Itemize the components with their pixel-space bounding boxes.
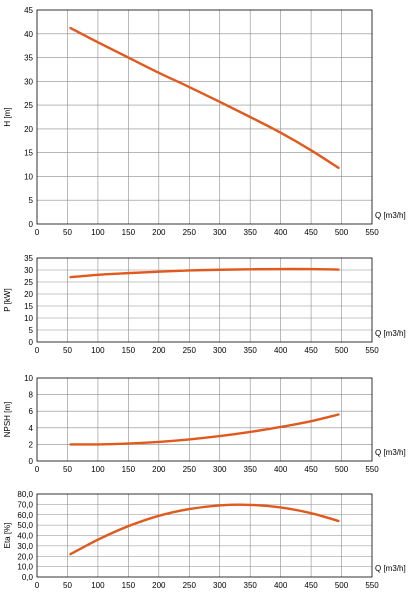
panel-1-y-tick-label: 45: [24, 6, 33, 15]
panel-2-x-tick-label: 300: [213, 346, 227, 355]
panel-3-series-line: [69, 413, 340, 446]
panel-4-y-tick-label: 80,0: [17, 490, 33, 499]
panel-3-y-tick-label: 2: [29, 440, 34, 449]
panel-1-x-tick-label: 0: [35, 228, 40, 237]
panel-3-x-axis-title: Q [m3/h]: [375, 448, 406, 457]
panel-2-y-tick-label: 5: [29, 326, 34, 335]
panel-4-x-tick-label: 550: [365, 581, 379, 590]
panel-4-frame: [36, 493, 373, 578]
panel-1-y-tick-label: 5: [29, 196, 34, 205]
panel-2-x-tick-label: 550: [365, 346, 379, 355]
panel-2-x-tick-label: 150: [122, 346, 136, 355]
panel-1-y-axis-title: H [m]: [3, 107, 12, 126]
panel-4-series-line: [69, 503, 340, 556]
panel-2-y-tick-label: 25: [24, 278, 33, 287]
panel-4-y-tick-label: 10,0: [17, 563, 33, 572]
panel-3-x-tick-label: 250: [183, 465, 197, 474]
panel-4-x-tick-label: 400: [274, 581, 288, 590]
panel-3-x-tick-label: 150: [122, 465, 136, 474]
panel-1-x-tick-label: 550: [365, 228, 379, 237]
panel-1-y-tick-label: 40: [24, 30, 33, 39]
panel-3-y-tick-label: 10: [24, 374, 33, 383]
panel-1-x-tick-label: 400: [274, 228, 288, 237]
panel-4-x-tick-label: 0: [35, 581, 40, 590]
panel-1-y-tick-label: 35: [24, 54, 33, 63]
panel-4-x-tick-label: 150: [122, 581, 136, 590]
panel-1-y-tick-label: 20: [24, 125, 33, 134]
panel-1-y-tick-label: 0: [29, 220, 34, 229]
panel-2-y-tick-label: 15: [24, 302, 33, 311]
panel-3-frame: [36, 377, 373, 462]
panel-4-x-axis-title: Q [m3/h]: [375, 564, 406, 573]
panel-3-x-tick-label: 400: [274, 465, 288, 474]
panel-4-x-tick-label: 100: [91, 581, 105, 590]
panel-1-x-tick-label: 50: [63, 228, 72, 237]
panel-4-y-tick-label: 70,0: [17, 500, 33, 509]
panel-3-x-tick-label: 50: [63, 465, 72, 474]
panel-1-x-tick-label: 350: [244, 228, 258, 237]
panel-3-x-tick-label: 450: [304, 465, 318, 474]
panel-4-x-tick-label: 250: [183, 581, 197, 590]
panel-1-x-tick-label: 250: [183, 228, 197, 237]
panel-3-x-tick-label: 500: [335, 465, 349, 474]
panel-4-x-tick-label: 350: [244, 581, 258, 590]
panel-2-y-tick-label: 10: [24, 314, 33, 323]
panel-1-series-line: [69, 26, 340, 170]
panel-4-x-tick-label: 200: [152, 581, 166, 590]
panel-2-x-axis-title: Q [m3/h]: [375, 329, 406, 338]
panel-2-x-tick-label: 500: [335, 346, 349, 355]
panel-1-x-tick-label: 450: [304, 228, 318, 237]
panel-4-y-axis-title: Eta [%]: [3, 523, 12, 549]
panel-3-y-tick-label: 0: [29, 457, 34, 466]
panel-4-y-tick-label: 0,0: [22, 573, 34, 582]
panel-4-x-tick-label: 450: [304, 581, 318, 590]
panel-2-y-axis-title: P [kW]: [3, 288, 12, 311]
panel-2-x-tick-label: 350: [244, 346, 258, 355]
panel-1-y-tick-label: 25: [24, 101, 33, 110]
panel-3-y-tick-label: 6: [29, 407, 34, 416]
panel-1-frame: [36, 9, 373, 225]
panel-1-x-tick-label: 100: [91, 228, 105, 237]
panel-3-x-tick-label: 0: [35, 465, 40, 474]
panel-3-y-tick-label: 8: [29, 391, 34, 400]
panel-2-x-tick-label: 400: [274, 346, 288, 355]
panel-4-y-tick-label: 30,0: [17, 542, 33, 551]
panel-4-y-tick-label: 20,0: [17, 552, 33, 561]
panel-2-x-tick-label: 200: [152, 346, 166, 355]
panel-1-x-tick-label: 150: [122, 228, 136, 237]
panel-2-x-tick-label: 50: [63, 346, 72, 355]
panel-3-x-tick-label: 200: [152, 465, 166, 474]
panel-2-x-tick-label: 100: [91, 346, 105, 355]
panel-4-x-tick-label: 300: [213, 581, 227, 590]
panel-2-y-tick-label: 0: [29, 338, 34, 347]
panel-1-y-tick-label: 15: [24, 149, 33, 158]
panel-3-x-tick-label: 550: [365, 465, 379, 474]
panel-2-x-tick-label: 0: [35, 346, 40, 355]
panel-3-x-tick-label: 100: [91, 465, 105, 474]
panel-2-x-tick-label: 450: [304, 346, 318, 355]
panel-2-y-tick-label: 20: [24, 290, 33, 299]
panel-2-y-tick-label: 30: [24, 266, 33, 275]
panel-2-y-tick-label: 35: [24, 254, 33, 263]
panel-4-x-tick-label: 500: [335, 581, 349, 590]
panel-2-series-line: [69, 267, 340, 279]
panel-1-x-tick-label: 300: [213, 228, 227, 237]
panel-2-x-tick-label: 250: [183, 346, 197, 355]
panel-4-y-tick-label: 60,0: [17, 511, 33, 520]
panel-1-x-tick-label: 200: [152, 228, 166, 237]
panel-2-frame: [36, 257, 373, 343]
panel-3-x-tick-label: 300: [213, 465, 227, 474]
panel-4-y-tick-label: 40,0: [17, 532, 33, 541]
panel-1-y-tick-label: 10: [24, 172, 33, 181]
panel-3-y-tick-label: 4: [29, 424, 34, 433]
panel-4-x-tick-label: 50: [63, 581, 72, 590]
panel-1-x-axis-title: Q [m3/h]: [375, 211, 406, 220]
panel-1-y-tick-label: 30: [24, 77, 33, 86]
panel-1-x-tick-label: 500: [335, 228, 349, 237]
panel-3-x-tick-label: 350: [244, 465, 258, 474]
panel-4-y-tick-label: 50,0: [17, 521, 33, 530]
panel-3-y-axis-title: NPSH [m]: [3, 402, 12, 438]
